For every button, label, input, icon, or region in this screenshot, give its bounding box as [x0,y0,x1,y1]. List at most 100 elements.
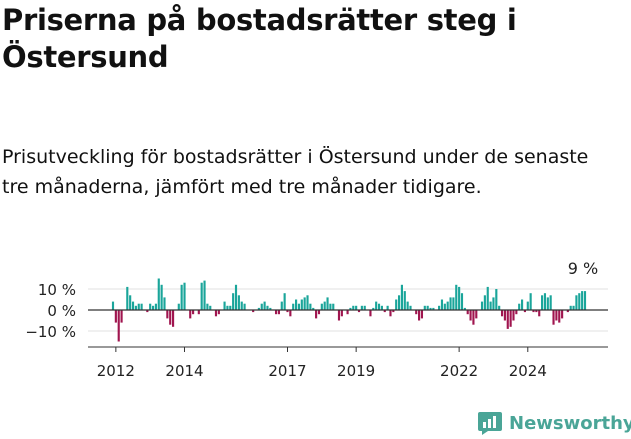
bar [500,310,504,317]
bar [352,305,355,310]
bar [452,297,455,310]
bar [369,310,372,317]
bar [303,297,306,310]
bar [400,284,403,310]
bar [154,303,157,310]
bar [395,299,398,310]
bar [552,310,555,325]
bar [463,307,466,310]
bar [292,303,295,310]
bar [134,305,137,310]
x-tick-label: 2017 [268,362,306,380]
bar [403,291,406,310]
bar [523,310,526,313]
bar [172,310,175,327]
bar [429,307,432,310]
bar [355,305,358,310]
bar [458,286,461,310]
bar [518,303,521,310]
bar [446,301,449,310]
bar [300,299,303,310]
bar [203,280,206,310]
bar [232,293,235,310]
bar [111,301,115,310]
bar [114,310,117,323]
bar [498,305,501,310]
bar [480,301,484,310]
bar [166,310,169,319]
bar [495,289,498,310]
bar [492,297,495,310]
bar [337,310,341,321]
bar [483,295,486,310]
bar [312,307,315,310]
x-tick-label: 2014 [165,362,203,380]
bar [263,301,266,310]
bar [432,307,435,310]
bar [372,307,375,310]
bar [397,295,401,310]
bar [392,310,395,313]
bar [209,305,212,310]
bar [415,310,418,315]
bar [418,310,421,321]
newsworthy-logo-text: Newsworthy [509,412,631,434]
bar [243,303,246,310]
y-tick-label: 0 % [47,302,76,320]
bar [317,310,321,315]
bar [306,295,309,310]
bar [280,301,283,310]
bar [274,310,278,315]
bar [460,293,464,310]
y-tick-label: −10 % [25,323,76,341]
bar [340,310,343,317]
bar [177,303,180,310]
bar [126,286,129,310]
bar [503,310,506,321]
bar [149,303,152,310]
bar [137,303,140,310]
bar [357,310,361,313]
bar [549,295,552,310]
bar [120,310,123,323]
bar [163,297,166,310]
bar [309,303,312,310]
bar [286,310,289,313]
bar [472,310,475,325]
bar [383,310,386,313]
bar [581,291,584,310]
bar [566,310,569,313]
bar [438,305,441,310]
bar [146,310,149,313]
bar-chart: 10 % 0 % −10 % 2012 2014 2017 2019 2022 2024 9 % [25,259,608,380]
bar [360,305,363,310]
bar [295,299,298,310]
bar [252,310,255,313]
bar [512,310,515,321]
page-title: Priserna på bostadsrätter steg i Östersu… [2,3,517,74]
bar [320,303,323,310]
bar [520,299,524,310]
bar [440,299,444,310]
bar [583,291,587,310]
bar [455,284,458,310]
bar [240,301,243,310]
labels: 10 % 0 % −10 % 2012 2014 2017 2019 2022 2024 9 % [25,259,598,380]
bar [131,301,135,310]
bar [529,293,532,310]
bar [315,310,318,319]
bar [197,310,200,315]
bar [526,301,529,310]
bar [515,310,518,315]
bar [192,310,195,315]
bar [409,305,412,310]
bar [449,297,452,310]
newsworthy-logo[interactable]: Newsworthy [477,410,631,436]
bar [506,310,509,329]
bar [572,305,575,310]
bar [269,307,272,310]
bar [323,301,326,310]
bar [489,301,492,310]
bar [555,310,558,321]
bar [200,282,203,310]
